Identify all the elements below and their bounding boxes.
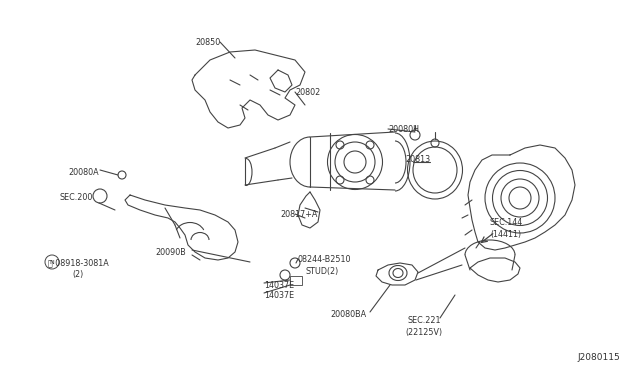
Text: (22125V): (22125V) xyxy=(405,328,442,337)
Text: (14411): (14411) xyxy=(490,230,521,239)
Text: 20850: 20850 xyxy=(195,38,220,47)
Text: N: N xyxy=(50,260,54,264)
Text: SEC.200: SEC.200 xyxy=(60,193,93,202)
Text: Ⓝ 08918-3081A: Ⓝ 08918-3081A xyxy=(48,258,109,267)
Text: 20080A: 20080A xyxy=(68,168,99,177)
Text: STUD(2): STUD(2) xyxy=(306,267,339,276)
Text: 08244-B2510: 08244-B2510 xyxy=(298,255,351,264)
Text: 14037E: 14037E xyxy=(264,281,294,290)
Text: 20080BA: 20080BA xyxy=(330,310,366,319)
Text: 20813: 20813 xyxy=(405,155,430,164)
Text: 20080H: 20080H xyxy=(388,125,419,134)
Text: 20090B: 20090B xyxy=(155,248,186,257)
Text: SEC.221: SEC.221 xyxy=(408,316,442,325)
Text: 20802: 20802 xyxy=(295,88,320,97)
Text: SEC.144: SEC.144 xyxy=(490,218,524,227)
Text: (2): (2) xyxy=(72,270,83,279)
Text: J2080115: J2080115 xyxy=(577,353,620,362)
Text: 20817+A: 20817+A xyxy=(280,210,317,219)
Text: 14037E: 14037E xyxy=(264,291,294,300)
